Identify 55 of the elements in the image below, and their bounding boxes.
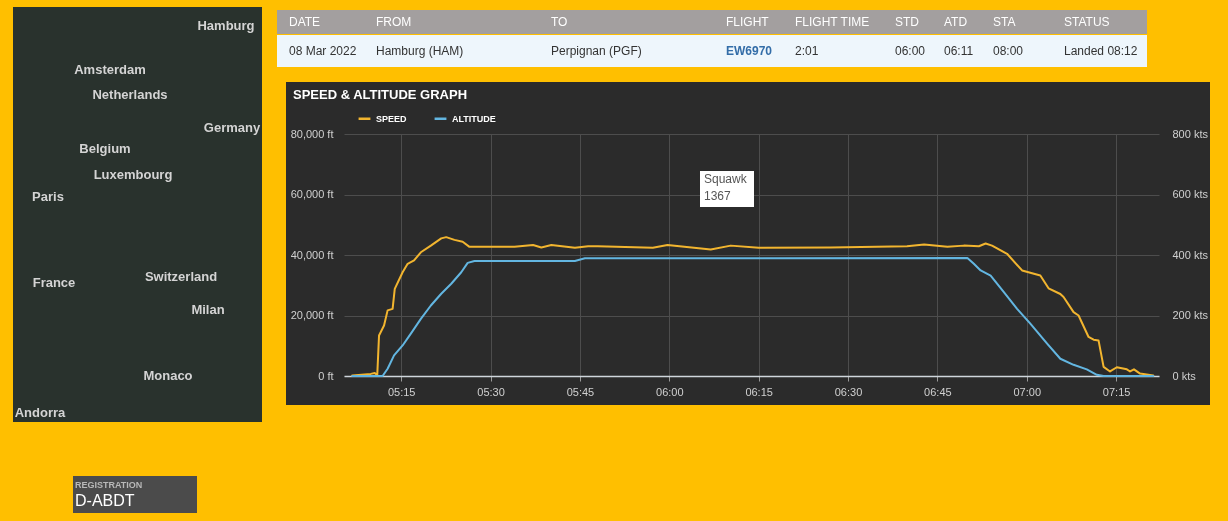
category-label: TO: [551, 15, 568, 29]
y2-tick-label: 400 kts: [1172, 248, 1209, 261]
text: Milan: [191, 302, 225, 317]
text: 2:01: [795, 44, 819, 58]
category-label: FROM: [376, 15, 412, 29]
chart-title: SPEED & ALTITUDE GRAPH: [293, 87, 468, 102]
category-label: DATE: [289, 15, 321, 29]
text: Landed 08:12: [1064, 44, 1138, 58]
text: Germany: [203, 120, 261, 135]
text: REGISTRATION: [75, 480, 143, 490]
x-tick-label: 05:30: [477, 385, 505, 398]
x-tick-label: 07:00: [1013, 385, 1042, 398]
legend-label: SPEED: [376, 113, 408, 124]
y-tick-label: 20,000 ft: [290, 309, 334, 321]
legend-label: ALTITUDE: [452, 113, 496, 124]
text: Netherlands: [92, 87, 168, 102]
x-tick-label: 05:15: [387, 385, 416, 398]
x-tick-label: 07:15: [1102, 385, 1131, 398]
category-label: STATUS: [1064, 15, 1110, 29]
category-label: STD: [895, 15, 920, 29]
text: 08:00: [993, 44, 1024, 58]
y-tick-label: 80,000 ft: [290, 127, 334, 140]
x-tick-label: 05:45: [566, 385, 595, 398]
x-tick-label: 06:45: [924, 385, 952, 398]
text: Belgium: [79, 141, 131, 156]
text: Switzerland: [144, 269, 218, 284]
text: Paris: [32, 189, 64, 204]
text: 06:11: [944, 44, 974, 58]
annotation: Squawk 1367: [704, 172, 748, 203]
y2-tick-label: 0 kts: [1172, 369, 1197, 382]
y2-tick-label: 600 kts: [1172, 188, 1209, 200]
x-tick-label: 06:00: [656, 385, 684, 398]
category-label: STA: [993, 15, 1016, 29]
y-tick-label: 60,000 ft: [290, 188, 334, 200]
x-tick-label: 06:30: [834, 385, 863, 398]
text: D-ABDT: [75, 492, 135, 509]
category-label: FLIGHT TIME: [795, 15, 870, 29]
text: EW6970: [726, 44, 773, 58]
y2-tick-label: 800 kts: [1172, 127, 1209, 140]
text: Monaco: [143, 368, 193, 383]
y-tick-label: 0 ft: [318, 369, 334, 382]
text: Amsterdam: [74, 62, 146, 77]
text: 08 Mar 2022: [289, 44, 357, 58]
text: France: [32, 275, 76, 290]
category-label: FLIGHT: [726, 15, 770, 29]
text: Perpignan (PGF): [551, 44, 642, 58]
text: Hamburg (HAM): [376, 44, 464, 58]
x-tick-label: 06:15: [745, 385, 773, 398]
text: 06:00: [895, 44, 926, 58]
category-label: ATD: [944, 15, 968, 29]
text: Andorra: [14, 405, 67, 420]
y-tick-label: 40,000 ft: [290, 248, 334, 261]
y2-tick-label: 200 kts: [1172, 309, 1209, 321]
text: Hamburg: [197, 18, 255, 33]
text: Luxembourg: [93, 167, 173, 182]
